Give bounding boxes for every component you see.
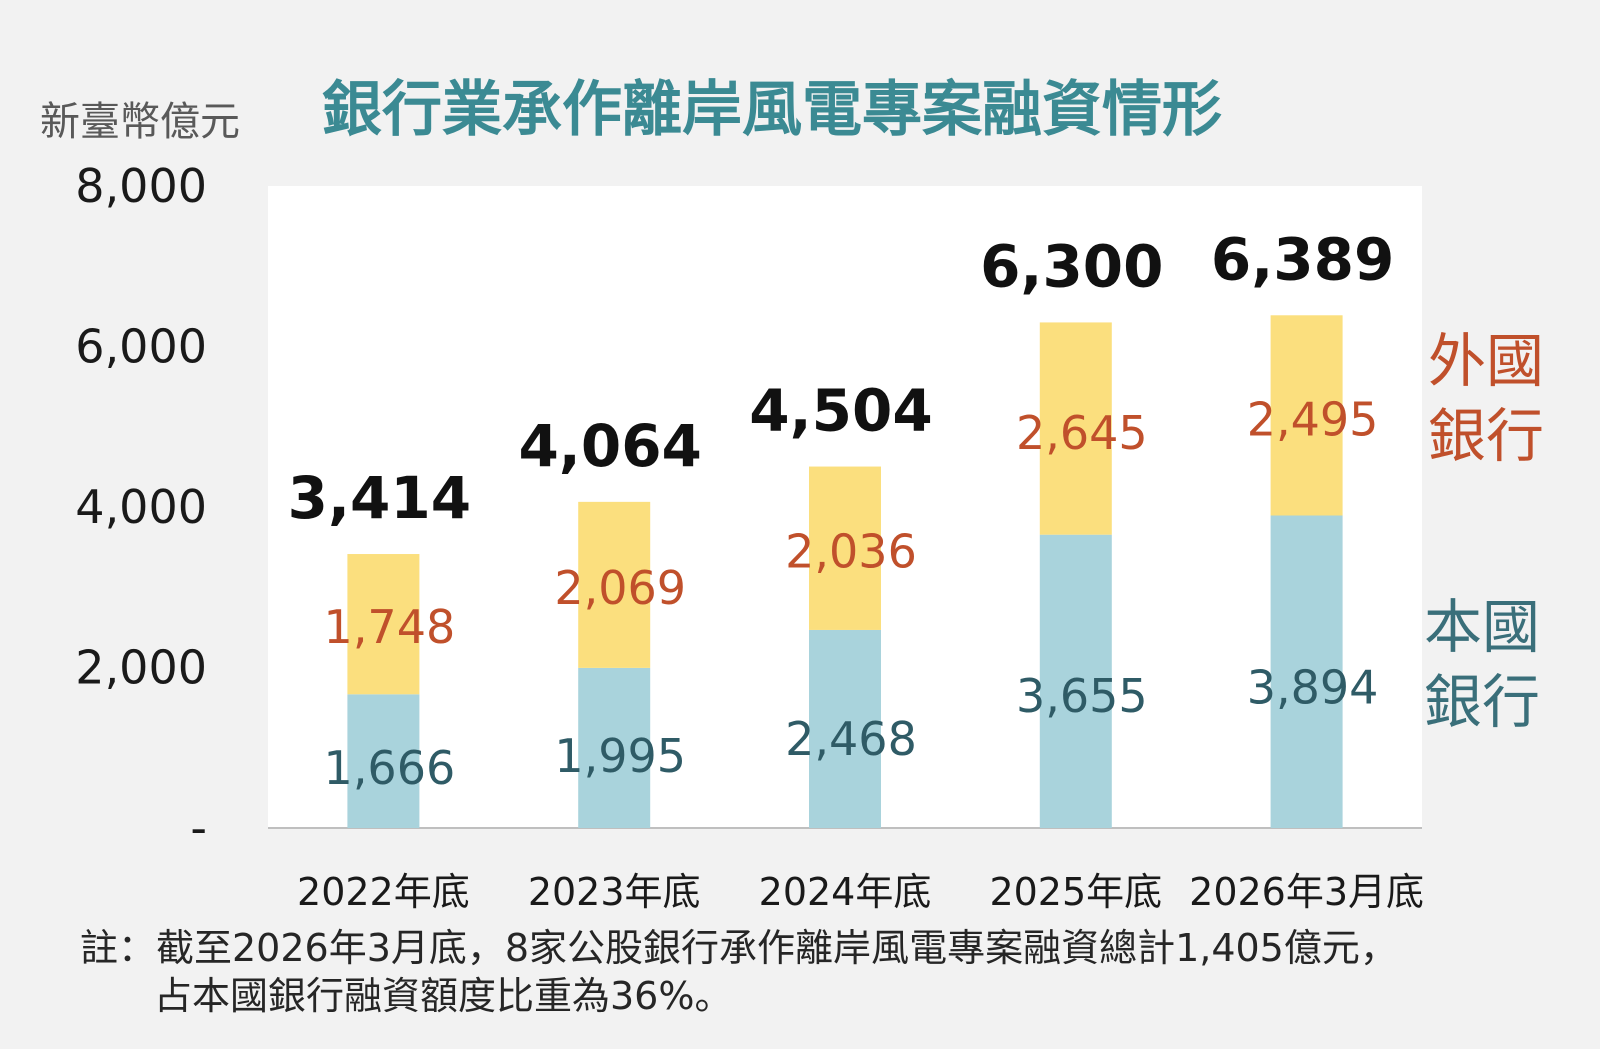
data-label-total: 6,300 — [980, 232, 1163, 300]
data-label-total: 4,504 — [749, 377, 932, 445]
legend-foreign-line1: 外國 — [1428, 327, 1544, 395]
y-tick-label: 8,000 — [75, 159, 207, 213]
bar-domestic — [347, 694, 420, 828]
bar-domestic — [1270, 515, 1343, 828]
chart-title: 銀行業承作離岸風電專案融資情形 — [322, 75, 1222, 145]
legend: 外國 銀行 本國 銀行 — [1424, 327, 1544, 736]
x-tick-label: 2023年底 — [528, 870, 701, 914]
y-tick-label: 6,000 — [75, 320, 207, 374]
data-label-domestic: 3,655 — [1016, 669, 1148, 723]
data-label-foreign: 1,748 — [324, 600, 456, 654]
data-label-total: 3,414 — [288, 464, 471, 532]
legend-domestic-line2: 銀行 — [1424, 668, 1540, 736]
legend-foreign-line2: 銀行 — [1428, 402, 1544, 470]
bar-domestic — [809, 629, 881, 828]
bar-foreign — [1270, 315, 1343, 516]
data-label-foreign: 2,645 — [1016, 406, 1148, 460]
footnote-line-2: 占本國銀行融資額度比重為36%。 — [154, 974, 733, 1018]
data-label-domestic: 2,468 — [785, 712, 917, 766]
x-tick-label: 2024年底 — [759, 870, 932, 914]
x-axis-ticks: 2022年底 2023年底 2024年底 2025年底 2026年3月底 — [297, 870, 1424, 914]
bar-foreign — [578, 501, 651, 668]
bar-foreign — [809, 466, 881, 630]
unit-label: 新臺幣億元 — [40, 99, 240, 145]
y-axis-ticks: - 2,000 4,000 6,000 8,000 — [75, 159, 207, 855]
data-label-total: 4,064 — [518, 412, 701, 480]
data-label-domestic: 1,666 — [324, 741, 456, 795]
legend-domestic-line1: 本國 — [1424, 593, 1540, 661]
bar-foreign — [347, 554, 420, 695]
bar-domestic — [1039, 534, 1112, 828]
data-label-domestic: 1,995 — [554, 729, 686, 783]
x-tick-label: 2025年底 — [989, 870, 1162, 914]
y-tick-label: - — [190, 801, 207, 855]
x-tick-label: 2026年3月底 — [1189, 870, 1424, 914]
footnote: 註：截至2026年3月底，8家公股銀行承作離岸風電專案融資總計1,405億元， … — [80, 924, 1580, 1020]
data-label-foreign: 2,495 — [1247, 392, 1379, 446]
x-tick-label: 2022年底 — [297, 870, 470, 914]
data-label-foreign: 2,069 — [554, 561, 686, 615]
footnote-line-1: 註：截至2026年3月底，8家公股銀行承作離岸風電專案融資總計1,405億元， — [80, 926, 1398, 970]
data-label-total: 6,389 — [1211, 225, 1394, 293]
bars: 1,666 1,748 3,414 1,995 2,069 4,064 2,468 2,036… — [288, 225, 1394, 828]
data-label-domestic: 3,894 — [1247, 660, 1379, 714]
data-label-foreign: 2,036 — [785, 525, 917, 579]
y-tick-label: 4,000 — [75, 480, 207, 534]
bar-domestic — [578, 667, 651, 828]
y-tick-label: 2,000 — [75, 641, 207, 695]
bar-foreign — [1039, 322, 1112, 535]
